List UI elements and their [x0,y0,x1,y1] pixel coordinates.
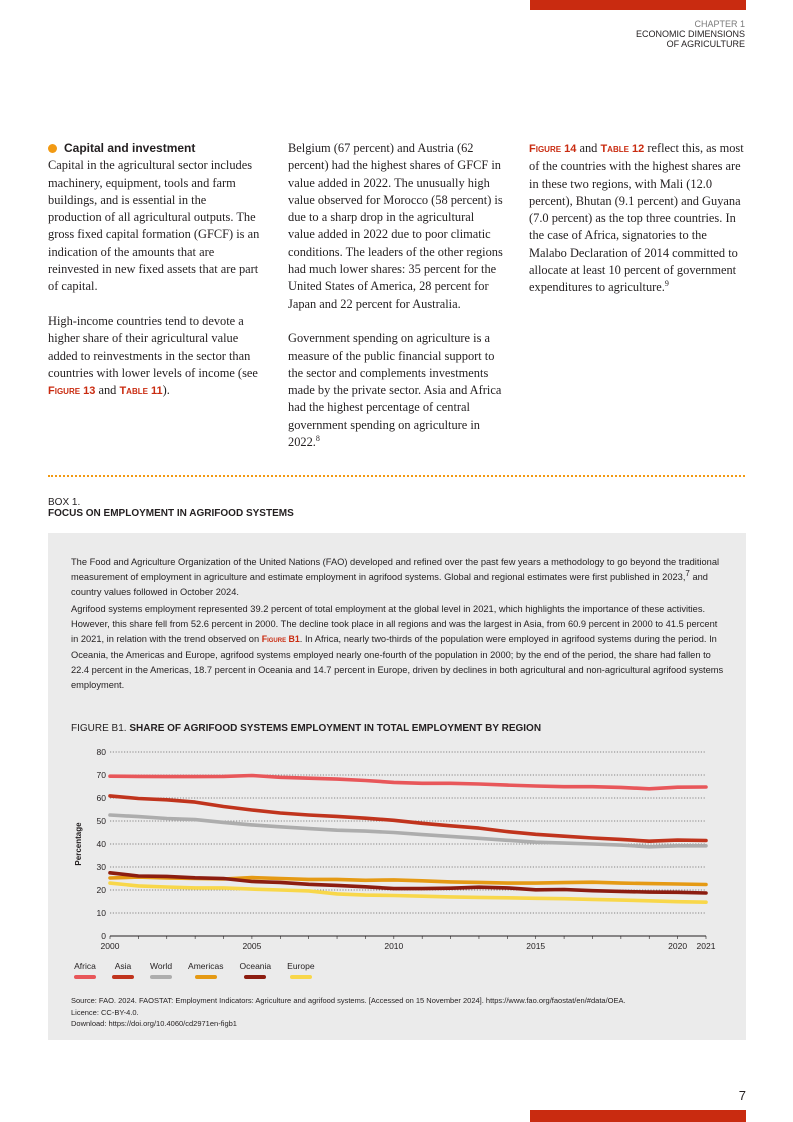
table-12-link[interactable]: Table 12 [600,143,645,155]
p5-and: and [576,141,601,155]
series-line-europe [108,881,708,904]
legend-item-europe: Europe [287,961,315,979]
section-heading: Capital and investment [48,140,263,157]
figure-14-link[interactable]: Figure 14 [529,143,577,155]
x-tick-label: 2010 [384,941,403,951]
series-line-world [108,813,708,849]
box-p2-b: . In Africa, nearly two-thirds of the po… [71,634,724,690]
legend-label: World [150,961,173,971]
legend-swatch [150,975,173,979]
legend-label: Africa [74,961,96,971]
top-accent-bar [530,0,746,10]
y-tick-label: 80 [97,747,107,757]
section-divider [48,475,745,477]
legend-item-oceania: Oceania [239,961,271,979]
legend-item-asia: Asia [112,961,134,979]
section-heading-text: Capital and investment [64,141,196,155]
text-column-1: Capital and investment Capital in the ag… [48,140,263,418]
y-tick-label: 10 [97,908,107,918]
figure-title: FIGURE B1. SHARE OF AGRIFOOD SYSTEMS EMP… [71,723,541,734]
paragraph-government-spending: Government spending on agriculture is a … [288,330,503,451]
y-tick-label: 70 [97,770,107,780]
box-label: BOX 1. [48,497,81,508]
legend-label: Asia [114,961,132,971]
figure-prefix: FIGURE B1. [71,723,130,734]
p2-and: and [95,383,120,398]
chapter-title-line-2: OF AGRICULTURE [666,39,745,49]
p4-text: Government spending on agriculture is a … [288,331,502,450]
series-line-asia [108,794,708,843]
line-chart: 0 10 20 30 40 50 60 70 80 2000 2005 2010 2015 2020 202… [74,747,716,951]
series-line-oceania [108,871,708,895]
y-tick-label: 40 [97,839,107,849]
paragraph-figure-14: Figure 14 and Table 12 reflect this, as … [529,140,744,297]
x-tick-label: 2020 [668,941,687,951]
paragraph-high-income: High-income countries tend to devote a h… [48,313,263,400]
licence-line: Licence: CC-BY-4.0. [71,1007,139,1017]
y-tick-label: 20 [97,885,107,895]
legend-swatch [194,975,217,979]
figure-source: Source: FAO. 2024. FAOSTAT: Employment I… [71,995,626,1030]
paragraph-capital: Capital in the agricultural sector inclu… [48,158,260,294]
figure-title-text: SHARE OF AGRIFOOD SYSTEMS EMPLOYMENT IN … [129,723,542,734]
source-line: Source: FAO. 2024. FAOSTAT: Employment I… [71,996,626,1005]
p2-end: ). [162,383,170,398]
series-line-africa [108,773,708,791]
table-11-link[interactable]: Table 11 [119,385,163,398]
p5-text: reflect this, as most of the countries w… [529,141,744,295]
footnote-9[interactable]: 9 [664,279,669,289]
legend-swatch [244,975,267,979]
legend-swatch [112,975,134,979]
y-tick-label: 50 [97,816,107,826]
chapter-header: CHAPTER 1 ECONOMIC DIMENSIONS OF AGRICUL… [636,19,745,49]
box-p2-a: Agrifood systems employment represented … [71,604,718,645]
orange-bullet-icon [48,144,57,154]
p2-text: High-income countries tend to devote a h… [48,313,258,380]
box-p1-a: The Food and Agriculture Organization of… [71,557,720,583]
footnote-8[interactable]: 8 [315,433,320,443]
box-body: The Food and Agriculture Organization of… [71,555,726,695]
text-column-2: Belgium (67 percent) and Austria (62 per… [288,140,503,469]
paragraph-gfcf-countries: Belgium (67 percent) and Austria (62 per… [288,141,503,311]
box-title: FOCUS ON EMPLOYMENT IN AGRIFOOD SYSTEMS [48,508,294,519]
y-axis-label: Percentage [74,822,83,866]
chart-legend: Africa Asia World Americas Oceania Europe [74,961,331,979]
legend-label: Europe [287,961,315,971]
chapter-title-line-1: ECONOMIC DIMENSIONS [635,29,745,39]
figure-b1-link[interactable]: Figure B1 [261,634,300,645]
x-tick-label: 2005 [242,941,261,951]
box-panel: The Food and Agriculture Organization of… [48,533,746,1040]
y-tick-label: 0 [101,931,106,941]
x-tick-label: 2021 [697,941,716,951]
text-column-3: Figure 14 and Table 12 reflect this, as … [529,140,744,314]
download-link[interactable]: Download: https://doi.org/10.4060/cd2971… [71,1019,237,1028]
y-tick-label: 30 [97,862,107,872]
figure-13-link[interactable]: Figure 13 [48,385,96,398]
box-paragraph-1: The Food and Agriculture Organization of… [71,555,726,600]
box-p1-b: and country values followed in October 2… [71,572,708,598]
page-number: 7 [738,1088,746,1103]
chapter-number: CHAPTER 1 [694,19,745,29]
legend-item-africa: Africa [74,961,96,979]
legend-label: Oceania [239,961,272,971]
y-tick-label: 60 [97,793,107,803]
x-tick-label: 2015 [526,941,545,951]
legend-swatch [74,975,96,979]
x-tick-label: 2000 [101,941,120,951]
legend-swatch [289,975,312,979]
legend-label: Americas [188,961,224,971]
legend-item-world: World [150,961,172,979]
footnote-7[interactable]: 7 [685,569,690,578]
box-paragraph-2: Agrifood systems employment represented … [71,602,726,693]
bottom-accent-bar [530,1110,746,1122]
legend-item-americas: Americas [188,961,223,979]
box-heading: BOX 1. FOCUS ON EMPLOYMENT IN AGRIFOOD S… [48,497,294,519]
